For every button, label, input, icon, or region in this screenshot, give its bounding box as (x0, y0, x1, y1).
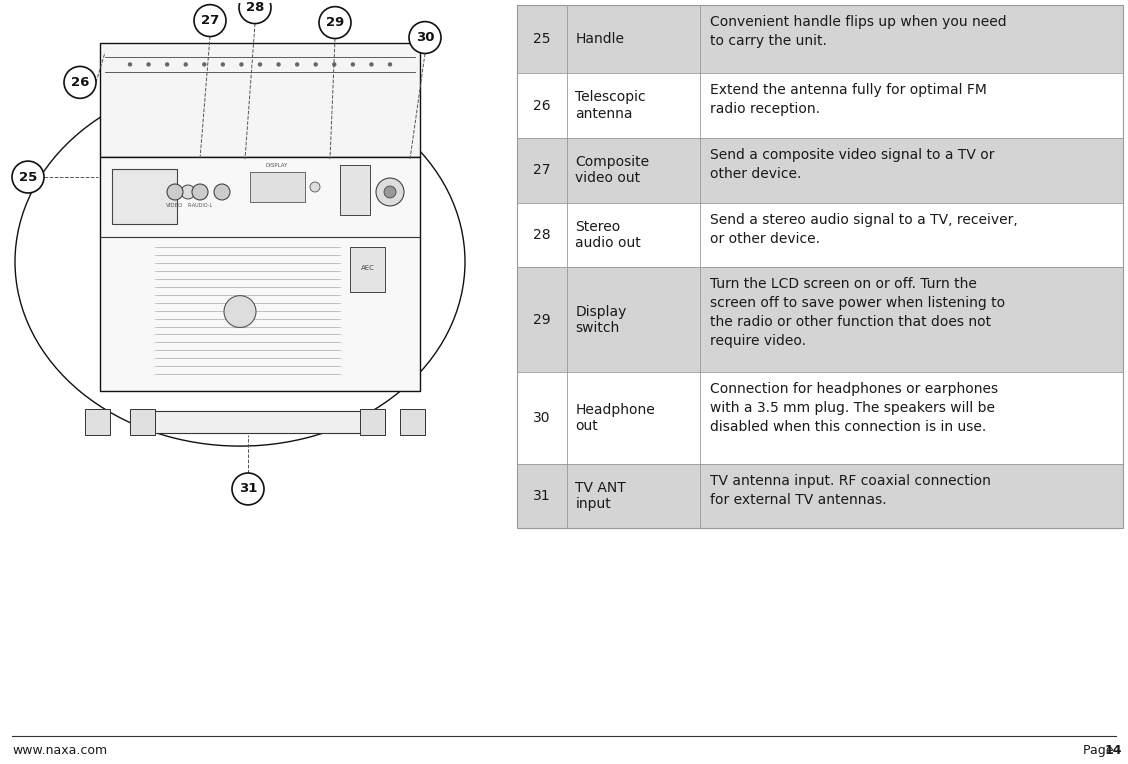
Bar (567, 5, 700, 73)
Text: Send a stereo audio signal to a TV, receiver,
or other device.: Send a stereo audio signal to a TV, rece… (711, 212, 1019, 245)
Text: AEC: AEC (361, 264, 374, 270)
Text: 26: 26 (534, 99, 550, 112)
Bar (700, 5, 1123, 73)
Text: Send a composite video signal to a TV or
other device.: Send a composite video signal to a TV or… (711, 148, 995, 181)
Circle shape (194, 5, 226, 37)
Text: 14: 14 (1105, 743, 1122, 756)
Bar (517, 138, 567, 202)
Bar (100, 43, 420, 157)
Text: Convenient handle flips up when you need
to carry the unit.: Convenient handle flips up when you need… (711, 15, 1007, 47)
Circle shape (296, 63, 299, 66)
Circle shape (239, 0, 271, 24)
Bar (567, 202, 700, 267)
Bar (567, 73, 700, 138)
Text: 30: 30 (416, 31, 434, 44)
Circle shape (376, 178, 404, 206)
Circle shape (167, 184, 183, 200)
Ellipse shape (15, 77, 465, 446)
Text: www.naxa.com: www.naxa.com (12, 743, 107, 756)
Circle shape (203, 63, 205, 66)
Text: R-AUDIO-L: R-AUDIO-L (187, 203, 212, 208)
Bar (517, 372, 567, 464)
Circle shape (277, 63, 280, 66)
Circle shape (232, 473, 264, 505)
Circle shape (224, 296, 256, 328)
Bar (567, 138, 700, 202)
Bar (85, 410, 111, 435)
Text: VIDEO: VIDEO (166, 203, 184, 208)
Circle shape (310, 182, 320, 192)
Circle shape (409, 21, 441, 53)
Circle shape (315, 63, 317, 66)
Bar (517, 5, 567, 73)
Circle shape (180, 185, 195, 199)
Bar (567, 464, 700, 529)
Circle shape (240, 63, 243, 66)
Circle shape (64, 66, 96, 99)
Bar (112, 169, 177, 224)
Text: DISPLAY: DISPLAY (266, 163, 288, 168)
Bar (130, 410, 155, 435)
Text: Handle: Handle (575, 32, 625, 46)
Circle shape (370, 63, 373, 66)
Circle shape (129, 63, 132, 66)
Bar (517, 5, 1123, 529)
Bar (340, 165, 370, 215)
Bar (517, 464, 567, 529)
Bar (700, 202, 1123, 267)
Text: 28: 28 (246, 1, 264, 14)
Text: 29: 29 (534, 312, 550, 327)
Text: Display
switch: Display switch (575, 305, 627, 335)
Bar (517, 202, 567, 267)
Bar (567, 372, 700, 464)
Bar (700, 267, 1123, 372)
Text: Turn the LCD screen on or off. Turn the
screen off to save power when listening : Turn the LCD screen on or off. Turn the … (711, 277, 1006, 348)
Circle shape (12, 161, 44, 193)
Bar (700, 372, 1123, 464)
Text: Headphone
out: Headphone out (575, 403, 655, 433)
Bar (700, 138, 1123, 202)
Circle shape (388, 63, 391, 66)
Bar (517, 267, 567, 372)
Bar (400, 410, 425, 435)
Bar (250, 172, 305, 202)
Text: 26: 26 (71, 76, 89, 89)
Text: Page: Page (1083, 743, 1118, 756)
Text: 28: 28 (534, 228, 550, 242)
Bar (700, 464, 1123, 529)
Circle shape (258, 63, 262, 66)
Text: 31: 31 (239, 482, 257, 496)
Circle shape (214, 184, 230, 200)
Text: 31: 31 (534, 489, 550, 503)
Bar (100, 157, 420, 391)
Bar (360, 410, 385, 435)
Bar (517, 73, 567, 138)
Circle shape (351, 63, 354, 66)
Text: Extend the antenna fully for optimal FM
radio reception.: Extend the antenna fully for optimal FM … (711, 83, 987, 116)
Text: TV antenna input. RF coaxial connection
for external TV antennas.: TV antenna input. RF coaxial connection … (711, 474, 992, 507)
Text: Composite
video out: Composite video out (575, 155, 650, 186)
Circle shape (319, 7, 351, 38)
Circle shape (147, 63, 150, 66)
Circle shape (333, 63, 336, 66)
Text: 30: 30 (534, 411, 550, 425)
Text: 25: 25 (534, 32, 550, 46)
Text: 27: 27 (201, 14, 219, 27)
Circle shape (166, 63, 169, 66)
Bar (130, 411, 370, 433)
Text: 29: 29 (326, 16, 344, 29)
Text: Stereo
audio out: Stereo audio out (575, 220, 641, 250)
Text: 27: 27 (534, 163, 550, 177)
Circle shape (221, 63, 224, 66)
Circle shape (184, 63, 187, 66)
Text: Connection for headphones or earphones
with a 3.5 mm plug. The speakers will be
: Connection for headphones or earphones w… (711, 382, 998, 434)
Text: Telescopic
antenna: Telescopic antenna (575, 90, 646, 121)
Text: TV ANT
input: TV ANT input (575, 481, 626, 511)
Bar (700, 73, 1123, 138)
Text: 25: 25 (19, 170, 37, 183)
Bar (567, 267, 700, 372)
Circle shape (192, 184, 208, 200)
Circle shape (384, 186, 396, 198)
Bar (350, 247, 385, 292)
